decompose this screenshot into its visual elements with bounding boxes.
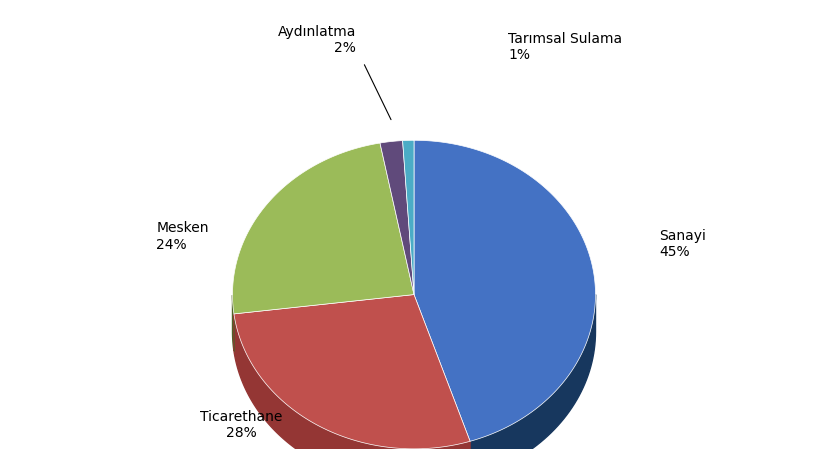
Polygon shape [234,314,470,453]
Polygon shape [232,143,414,314]
Text: Sanayi
45%: Sanayi 45% [658,229,705,259]
Text: Ticarethane
28%: Ticarethane 28% [200,410,283,440]
Text: Tarımsal Sulama
1%: Tarımsal Sulama 1% [508,32,622,62]
Polygon shape [232,295,234,351]
Text: Aydınlatma
2%: Aydınlatma 2% [277,25,356,55]
Polygon shape [470,294,595,453]
Polygon shape [380,140,414,294]
Polygon shape [402,140,414,294]
Polygon shape [234,294,470,449]
Polygon shape [414,140,595,441]
Text: Mesken
24%: Mesken 24% [156,222,208,251]
